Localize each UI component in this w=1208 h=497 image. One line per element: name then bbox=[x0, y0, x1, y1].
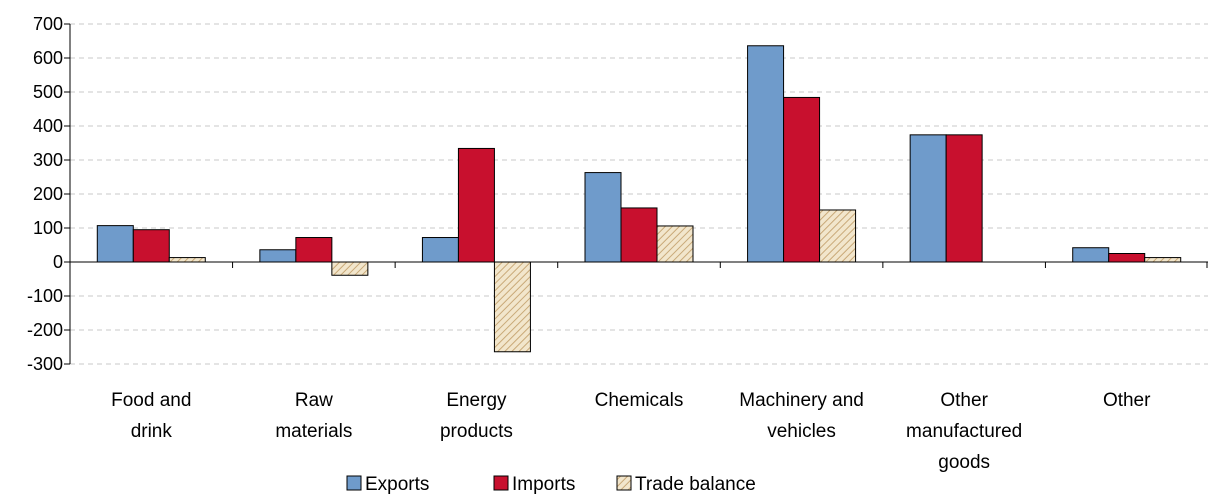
bar-imports bbox=[457, 147, 495, 263]
y-tick-label: -100 bbox=[27, 286, 63, 306]
category-label: materials bbox=[275, 421, 352, 442]
category-label: Energy bbox=[446, 390, 507, 411]
y-tick-label: 400 bbox=[33, 116, 63, 136]
category-label: manufactured bbox=[906, 421, 1022, 442]
bar-trade-balance bbox=[819, 209, 857, 263]
category-label: Machinery and bbox=[739, 390, 864, 411]
bar-exports bbox=[747, 45, 785, 263]
bar-imports bbox=[132, 229, 170, 263]
bars bbox=[96, 45, 1182, 353]
y-tick-label: -200 bbox=[27, 320, 63, 340]
bar-trade-balance bbox=[493, 261, 531, 353]
category-label: Other bbox=[1103, 390, 1151, 411]
category-label: Other bbox=[940, 390, 988, 411]
category-label: products bbox=[440, 421, 513, 442]
legend-label: Trade balance bbox=[635, 474, 756, 495]
category-label: Food and bbox=[111, 390, 191, 411]
y-tick-label: 100 bbox=[33, 218, 63, 238]
axes bbox=[64, 23, 1208, 365]
y-tick-labels: 700 600 500 400 300 200 100 0 -100 -200 -300 bbox=[27, 14, 63, 374]
y-tick-label: 300 bbox=[33, 150, 63, 170]
grid-lines bbox=[70, 23, 1208, 365]
legend-label: Imports bbox=[512, 474, 575, 495]
bar-imports bbox=[945, 134, 983, 263]
bar-exports bbox=[909, 134, 947, 263]
y-tick-label: 700 bbox=[33, 14, 63, 34]
category-labels: Food and drink Raw materials Energy products C… bbox=[111, 390, 1151, 473]
bar-imports bbox=[295, 237, 333, 263]
bar-trade-balance bbox=[656, 225, 694, 263]
y-tick-label: 600 bbox=[33, 48, 63, 68]
legend-swatch bbox=[346, 475, 362, 491]
bar-trade-balance bbox=[331, 261, 369, 276]
bar-exports bbox=[259, 249, 297, 263]
bar-exports bbox=[1072, 247, 1110, 263]
legend: Exports Imports Trade balance bbox=[346, 474, 756, 495]
bar-trade-balance bbox=[1144, 257, 1182, 263]
y-tick-label: 500 bbox=[33, 82, 63, 102]
bar-exports bbox=[584, 172, 622, 263]
y-tick-label: 0 bbox=[53, 252, 63, 272]
bar-exports bbox=[421, 237, 459, 263]
bar-imports bbox=[1108, 253, 1146, 263]
legend-swatch bbox=[493, 475, 509, 491]
category-label: Chemicals bbox=[595, 390, 684, 411]
category-label: drink bbox=[131, 421, 173, 442]
category-label: Raw bbox=[295, 390, 333, 411]
y-tick-label: -300 bbox=[27, 354, 63, 374]
legend-swatch bbox=[616, 475, 632, 491]
y-tick-label: 200 bbox=[33, 184, 63, 204]
bar-trade-balance bbox=[168, 257, 206, 263]
legend-label: Exports bbox=[365, 474, 429, 495]
bar-imports bbox=[620, 207, 658, 263]
category-label: goods bbox=[938, 452, 990, 473]
category-label: vehicles bbox=[767, 421, 836, 442]
bar-imports bbox=[783, 96, 821, 263]
bar-exports bbox=[96, 225, 134, 263]
